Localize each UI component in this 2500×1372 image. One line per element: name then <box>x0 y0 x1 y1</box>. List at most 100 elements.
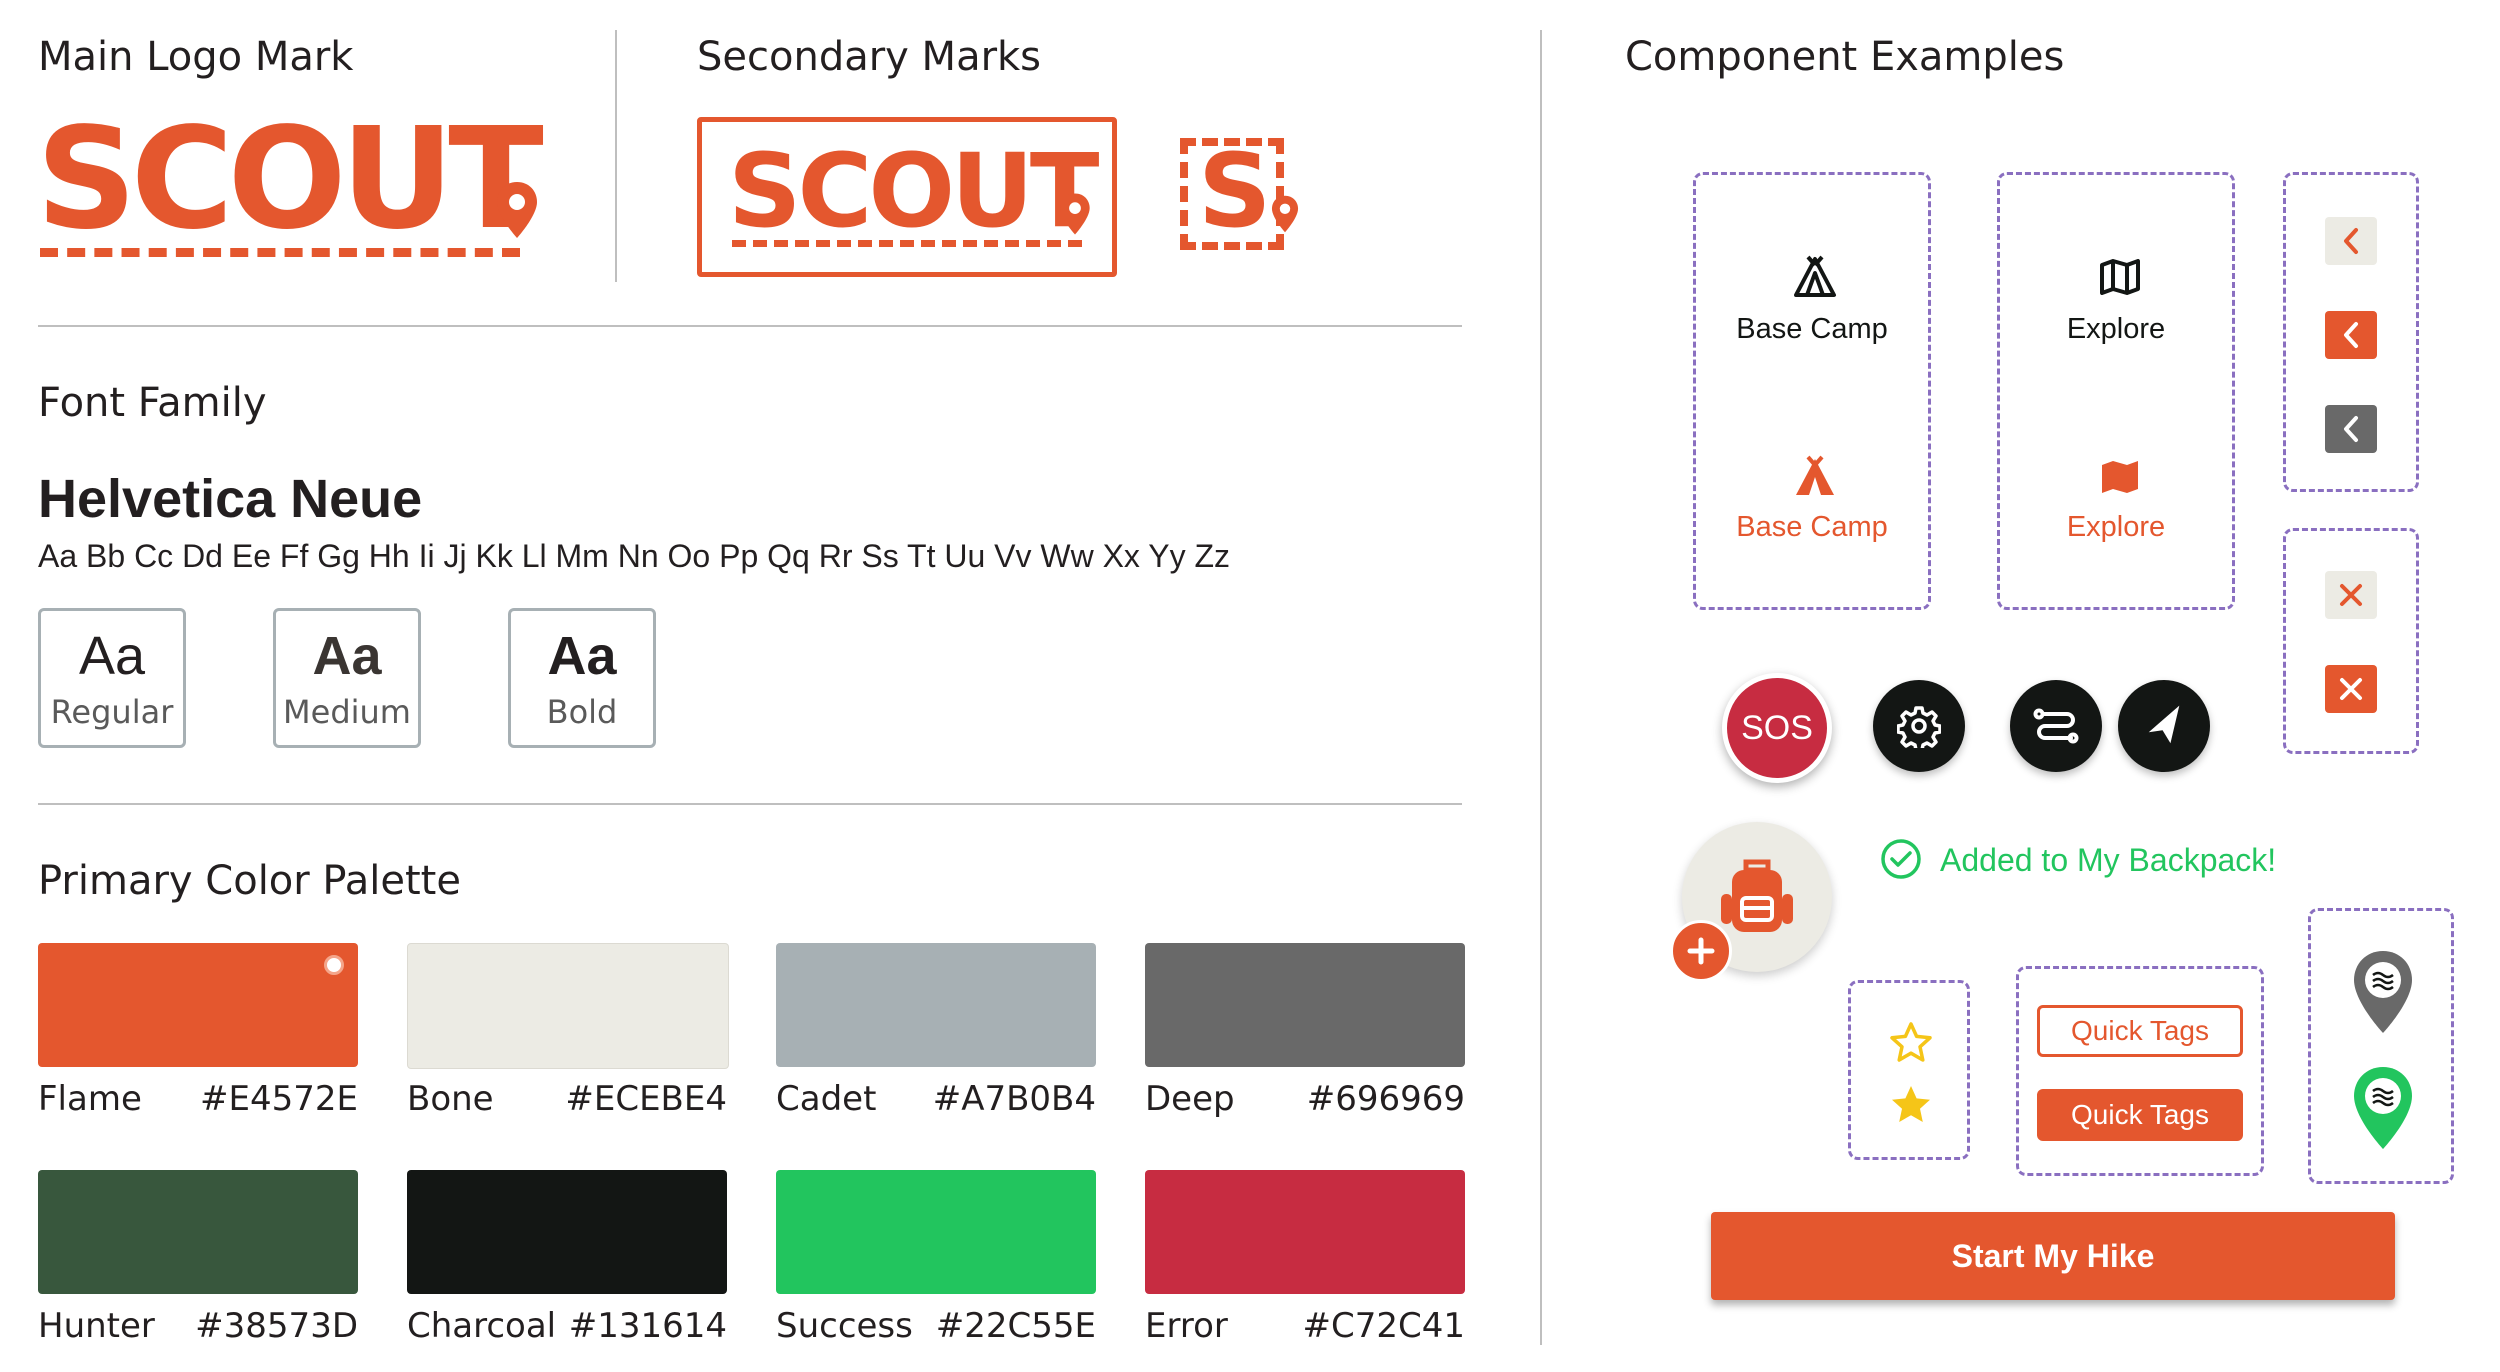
color-hex: #ECEBE4 <box>565 1079 727 1119</box>
font-family-title: Font Family <box>38 380 267 426</box>
close-icon <box>2340 678 2362 700</box>
mono-mark-frame <box>1180 138 1284 250</box>
color-name: Charcoal <box>407 1306 557 1346</box>
sos-button[interactable]: SOS <box>1722 673 1832 783</box>
font-weight-label: Regular <box>50 693 174 731</box>
check-circle-icon <box>1881 839 1921 879</box>
font-sample: Aa <box>312 626 382 686</box>
boxed-logo-wordmark: SCOUT <box>728 132 1099 251</box>
color-name: Error <box>1145 1306 1228 1346</box>
color-swatch-success <box>776 1170 1096 1294</box>
font-weight-regular: Aa Regular <box>38 608 186 748</box>
route-button[interactable] <box>2010 680 2102 772</box>
logo-wordmark: SCOUT <box>36 98 544 261</box>
palette-title: Primary Color Palette <box>38 858 461 904</box>
navigation-arrow-icon <box>2148 705 2180 744</box>
color-hex: #38573D <box>195 1306 358 1346</box>
font-sample: Aa <box>547 626 617 686</box>
quick-tag-filled[interactable]: Quick Tags <box>2037 1089 2243 1141</box>
color-swatch-flame <box>38 943 358 1067</box>
color-hex: #131614 <box>568 1306 727 1346</box>
back-button-primary[interactable] <box>2325 311 2377 359</box>
font-alphabet: Aa Bb Cc Dd Ee Ff Gg Hh Ii Jj Kk Ll Mm N… <box>38 538 1231 574</box>
font-weight-medium: Aa Medium <box>273 608 421 748</box>
close-icon <box>2340 584 2362 606</box>
base-camp-label[interactable]: Base Camp <box>1736 313 1888 345</box>
font-weight-label: Bold <box>546 693 618 731</box>
boxed-logo: SCOUT <box>697 117 1117 277</box>
color-name: Flame <box>38 1079 142 1119</box>
tent-icon <box>1794 255 1836 297</box>
font-name: Helvetica Neue <box>38 469 423 529</box>
color-name: Deep <box>1145 1079 1235 1119</box>
map-pin-icon-active[interactable] <box>2349 1063 2417 1153</box>
quick-tag-outline[interactable]: Quick Tags <box>2037 1005 2243 1057</box>
plus-icon <box>1687 937 1715 965</box>
color-swatch-hunter <box>38 1170 358 1294</box>
star-icon-filled[interactable] <box>1889 1083 1933 1125</box>
gear-icon <box>1897 706 1941 748</box>
base-camp-tile-group: Base Camp Base Camp <box>1693 172 1931 610</box>
color-swatch-deep <box>1145 943 1465 1067</box>
color-swatch-charcoal <box>407 1170 727 1294</box>
section-divider-2 <box>38 803 1462 805</box>
chevron-left-icon <box>2344 322 2358 348</box>
explore-label[interactable]: Explore <box>2066 313 2166 345</box>
start-my-hike-label: Start My Hike <box>1951 1237 2155 1274</box>
map-icon <box>2100 259 2140 295</box>
map-pin-icon[interactable] <box>2349 947 2417 1037</box>
mono-mark-letter: S <box>1198 132 1272 251</box>
map-icon <box>2102 461 2138 493</box>
explore-label-active[interactable]: Explore <box>2066 511 2166 543</box>
start-my-hike-button[interactable]: Start My Hike <box>1711 1212 2395 1300</box>
base-camp-label-active[interactable]: Base Camp <box>1736 511 1888 543</box>
location-pin-icon <box>1060 193 1090 235</box>
chevron-left-icon <box>2344 416 2358 442</box>
secondary-marks-title: Secondary Marks <box>697 34 1042 80</box>
section-divider-1 <box>38 325 1462 327</box>
color-hex: #E4572E <box>200 1079 358 1119</box>
color-hex: #696969 <box>1306 1079 1465 1119</box>
sos-label: SOS <box>1741 708 1813 747</box>
map-pin-group <box>2308 908 2454 1184</box>
back-button-group <box>2283 172 2419 492</box>
mono-mark: S <box>1180 136 1300 260</box>
color-name: Success <box>776 1306 913 1346</box>
star-rating-group <box>1848 980 1970 1160</box>
backpack-icon <box>1721 859 1793 932</box>
boxed-logo-underline <box>732 240 1082 247</box>
font-sample: Aa <box>78 626 146 686</box>
column-divider <box>1540 30 1542 1345</box>
color-swatch-cadet <box>776 943 1096 1067</box>
back-button-disabled[interactable] <box>2325 405 2377 453</box>
selected-indicator <box>324 955 344 975</box>
font-weight-label: Medium <box>283 693 411 731</box>
quick-tags-group: Quick Tags Quick Tags <box>2016 966 2264 1176</box>
location-pin-icon <box>497 182 537 238</box>
tent-icon <box>1796 455 1834 495</box>
color-hex: #22C55E <box>935 1306 1096 1346</box>
explore-tile-group: Explore Explore <box>1997 172 2235 610</box>
color-name: Bone <box>407 1079 494 1119</box>
color-name: Cadet <box>776 1079 877 1119</box>
close-button-primary[interactable] <box>2325 665 2377 713</box>
settings-button[interactable] <box>1873 680 1965 772</box>
color-swatch-bone <box>407 943 729 1069</box>
color-swatch-error <box>1145 1170 1465 1294</box>
close-button-group <box>2283 528 2419 754</box>
added-to-backpack-message: Added to My Backpack! <box>1940 842 2277 878</box>
location-pin-icon <box>1271 195 1299 233</box>
add-to-backpack-button[interactable] <box>1670 920 1732 982</box>
color-hex: #C72C41 <box>1302 1306 1466 1346</box>
color-name: Hunter <box>38 1306 155 1346</box>
main-logo: SCOUT <box>36 110 556 270</box>
close-button-light[interactable] <box>2325 571 2377 619</box>
navigate-button[interactable] <box>2118 680 2210 772</box>
logo-underline <box>40 248 520 257</box>
main-logo-title: Main Logo Mark <box>38 34 354 80</box>
color-hex: #A7B0B4 <box>932 1079 1096 1119</box>
star-icon[interactable] <box>1889 1021 1933 1063</box>
back-button-light[interactable] <box>2325 217 2377 265</box>
logo-divider <box>615 30 617 282</box>
component-examples-title: Component Examples <box>1625 34 2065 80</box>
